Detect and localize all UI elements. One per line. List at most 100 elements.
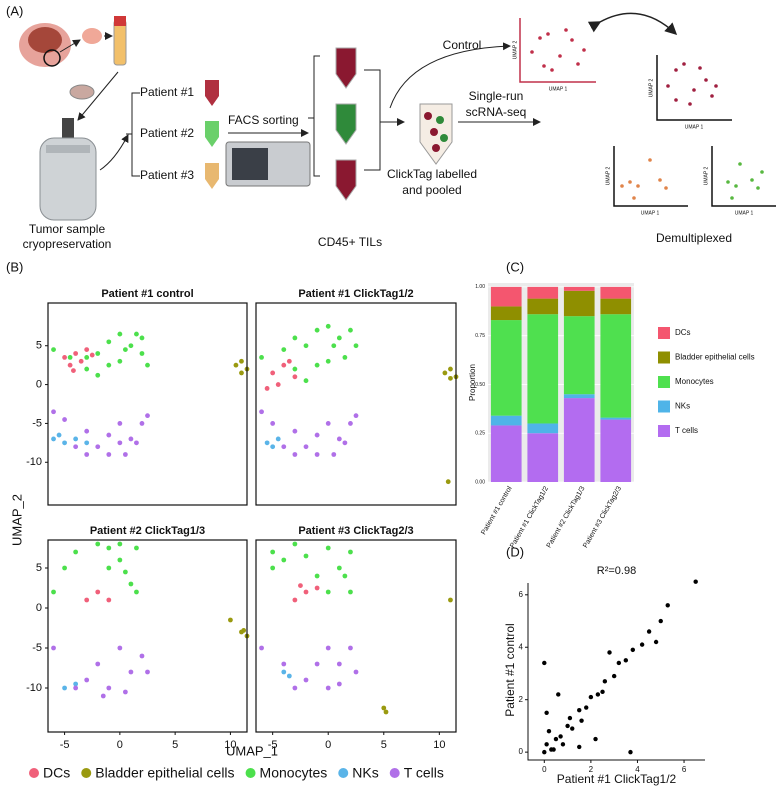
cell-point xyxy=(134,545,139,551)
cell-point xyxy=(117,645,123,651)
bar-segment xyxy=(527,423,559,434)
cell-point xyxy=(281,661,287,667)
gene-point xyxy=(600,689,605,695)
cell-point xyxy=(353,669,359,675)
patient-label: Patient #1 xyxy=(140,85,194,99)
legend-label: Monocytes xyxy=(675,377,714,386)
gene-point xyxy=(567,715,573,721)
gene-point xyxy=(577,707,582,713)
cell-point xyxy=(73,436,79,442)
tube xyxy=(205,121,219,147)
gene-point xyxy=(611,673,617,679)
bar-segment xyxy=(563,398,595,482)
cell-point xyxy=(292,541,298,547)
y-tick-label: 6 xyxy=(519,590,524,599)
caption: CD45+ TILs xyxy=(318,235,382,249)
cell-point xyxy=(281,557,287,563)
cell-point xyxy=(134,440,139,446)
plot-frame xyxy=(255,539,457,733)
y-tick-label: 0 xyxy=(519,747,524,756)
cell-point xyxy=(353,343,359,349)
tube-cap xyxy=(114,16,126,26)
y-axis-title: Patient #1 control xyxy=(503,623,517,716)
x-tick-label: Patient #2 ClickTag1/3 xyxy=(546,485,587,549)
cell-point xyxy=(89,352,95,358)
cell-point xyxy=(100,693,106,699)
cell-point xyxy=(314,573,320,579)
x-axis-title: UMAP_1 xyxy=(226,743,278,758)
y-axis-title: Proportion xyxy=(468,364,477,401)
cell-point xyxy=(106,432,112,438)
legend-swatch xyxy=(81,768,92,778)
cell-point xyxy=(448,366,453,372)
gene-point xyxy=(646,629,652,634)
gene-point xyxy=(665,603,670,608)
x-axis-title: Patient #1 ClickTag1/2 xyxy=(557,772,677,786)
arrow xyxy=(77,71,119,121)
legend-label: DCs xyxy=(675,328,691,337)
cell-point xyxy=(117,331,123,337)
caption: cryopreservation xyxy=(23,237,112,251)
bracket xyxy=(308,55,320,177)
panel-title: Patient #1 ClickTag1/2 xyxy=(298,288,413,300)
plot-frame xyxy=(47,302,248,506)
cell-point xyxy=(270,444,276,450)
cell-point xyxy=(106,565,112,571)
cell-point xyxy=(342,354,348,360)
y-tick-label: 0 xyxy=(36,602,42,614)
step-label: Control xyxy=(443,38,482,52)
cell-point xyxy=(270,549,276,555)
step-label: scRNA-seq xyxy=(466,105,527,119)
cell-point xyxy=(95,444,101,450)
bar-segment xyxy=(527,286,559,299)
y-tick-label: -10 xyxy=(26,456,42,468)
cell-point xyxy=(78,358,84,364)
cell-point xyxy=(314,432,320,438)
cell-point xyxy=(303,343,309,349)
facs-screen xyxy=(232,148,268,180)
plot-frame xyxy=(255,302,457,506)
legend-swatch xyxy=(245,768,256,778)
gene-point xyxy=(577,744,582,750)
cell-point xyxy=(128,669,134,675)
x-tick-label: Patient #3 ClickTag2/3 xyxy=(582,485,623,549)
bracket xyxy=(126,92,140,177)
cell-point xyxy=(106,452,112,457)
chart-title: R²=0.98 xyxy=(597,565,636,577)
cell-point xyxy=(128,581,134,587)
gene-point xyxy=(623,658,629,663)
cell-point xyxy=(73,549,79,555)
legend-swatch xyxy=(658,425,670,437)
bar-segment xyxy=(600,298,632,315)
cell-point xyxy=(84,452,90,457)
legend-swatch xyxy=(29,768,39,778)
cell-point xyxy=(281,669,287,675)
cell-point xyxy=(145,669,150,675)
cell-point xyxy=(51,589,56,595)
gene-point xyxy=(570,726,575,731)
cell-point xyxy=(62,440,67,446)
gene-point xyxy=(639,642,645,647)
cell-point xyxy=(336,565,342,571)
bar-segment xyxy=(490,415,522,426)
gene-point xyxy=(602,679,608,684)
bar-segment xyxy=(527,433,559,482)
cell-point xyxy=(122,347,128,353)
legend-swatch xyxy=(658,400,670,413)
cell-point xyxy=(95,661,101,667)
panel-title: Patient #1 control xyxy=(101,288,193,300)
cell-point xyxy=(117,358,123,364)
cell-point xyxy=(106,362,112,368)
cell-point xyxy=(139,421,145,426)
cell-point xyxy=(106,339,112,345)
mini-axis-label: UMAP 2 xyxy=(512,41,518,60)
axis-line xyxy=(527,583,705,761)
cell-point xyxy=(381,705,387,711)
cell-point xyxy=(117,440,123,446)
cell-point xyxy=(84,440,90,446)
cell-point xyxy=(67,354,73,360)
arrow xyxy=(59,39,81,53)
cell-point xyxy=(348,421,353,426)
cell-point xyxy=(73,681,79,687)
bar-segment xyxy=(527,314,559,424)
